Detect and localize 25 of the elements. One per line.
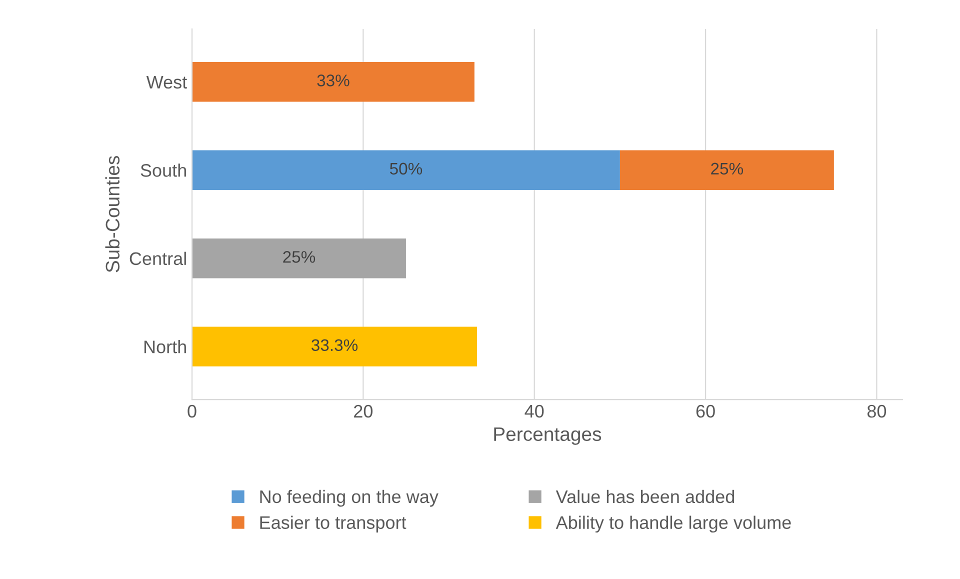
- x-tick-label: 60: [696, 404, 715, 418]
- x-axis-title: Percentages: [494, 427, 602, 445]
- x-tick-label: 40: [524, 404, 544, 418]
- legend-label: Easier to transport: [260, 516, 406, 533]
- y-tick-label: North: [144, 340, 186, 354]
- legend-label: Value has been added: [556, 490, 734, 504]
- bar: [192, 326, 478, 366]
- bar: [192, 150, 620, 190]
- legend-label: Ability to handle large volume: [556, 516, 791, 533]
- x-tick-label: 20: [354, 404, 373, 418]
- data-label: 25%: [711, 162, 744, 175]
- data-label: 33%: [317, 74, 350, 86]
- y-axis-title: Sub-Counties: [105, 156, 120, 272]
- x-tick-label: 80: [867, 404, 886, 418]
- y-tick-label: Central: [130, 252, 186, 266]
- y-tick-label: West: [146, 76, 188, 89]
- data-label: 25%: [283, 251, 316, 263]
- data-label: 50%: [390, 162, 422, 175]
- bar: [620, 150, 834, 190]
- data-label: 33.3%: [312, 339, 358, 352]
- bar: [192, 238, 406, 278]
- y-tick-label: South: [140, 164, 186, 177]
- legend-label: No feeding on the way: [260, 490, 438, 507]
- bar: [192, 62, 474, 102]
- x-tick-label: 0: [188, 404, 196, 418]
